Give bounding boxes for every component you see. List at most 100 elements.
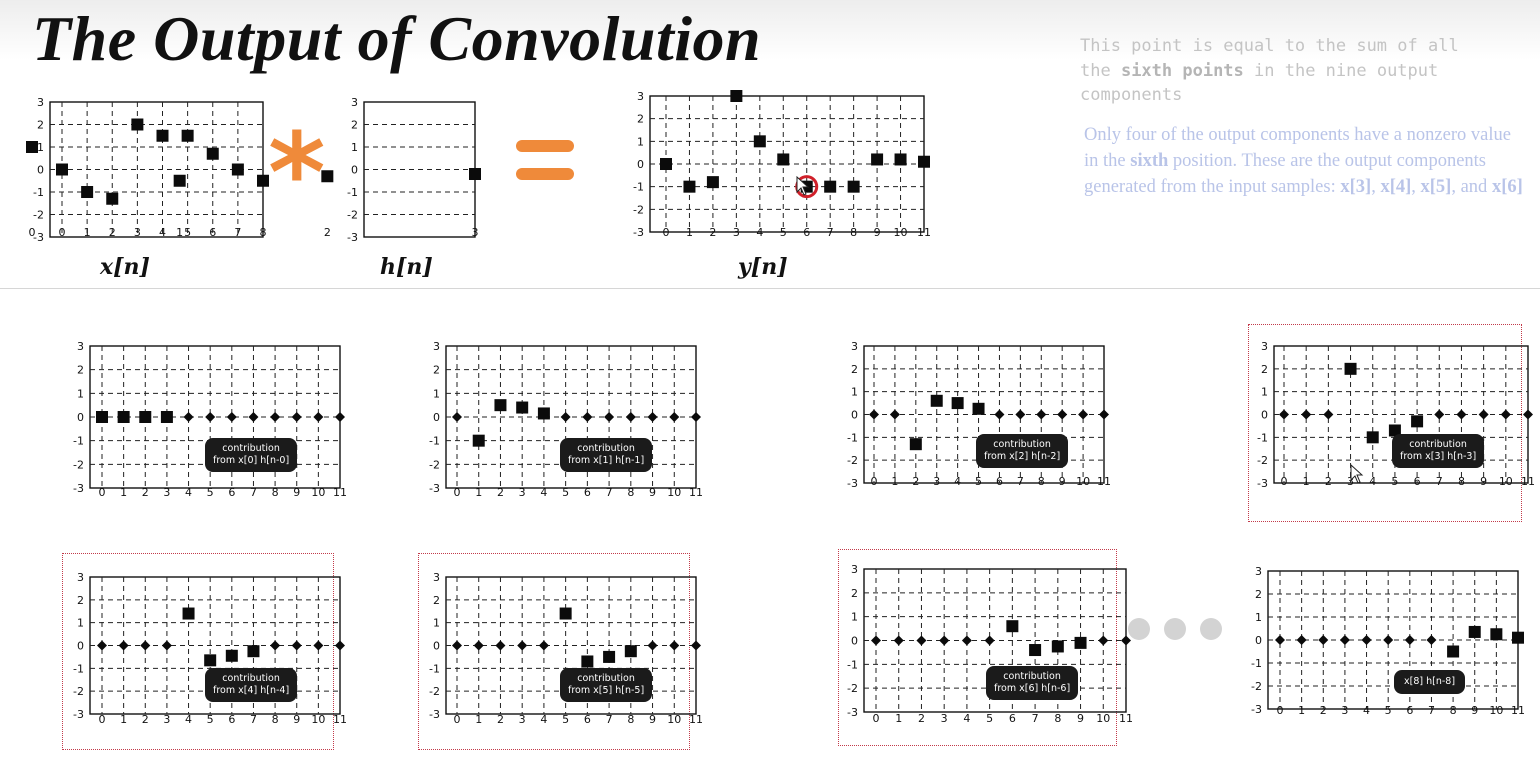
x-tick-label: 5 <box>207 713 214 726</box>
y-tick-label: -2 <box>847 682 858 695</box>
badge-x3: contribution from x[3] h[n-3] <box>1392 434 1485 468</box>
x-tick-label: 8 <box>1450 704 1457 717</box>
section-divider <box>0 288 1540 289</box>
data-point-zero <box>1318 635 1329 645</box>
plot-svg: 3 2 1 0 -1 -2 -3 0 1 2 3 4 5 6 7 8 <box>33 96 269 244</box>
y-tick-label: 0 <box>433 640 440 653</box>
y-tick-label: 0 <box>851 409 858 422</box>
y-tick-label: 3 <box>851 563 858 576</box>
x-tick-label: 0 <box>59 226 66 239</box>
x-tick-label: 10 <box>1096 712 1110 725</box>
x-tick-label: 5 <box>207 486 214 499</box>
x-tick-label: 0 <box>99 713 106 726</box>
x-tick-label: 7 <box>1032 712 1039 725</box>
x-tick-label: 7 <box>1428 704 1435 717</box>
x-tick-label: 2 <box>1320 704 1327 717</box>
x-tick-label: 10 <box>667 713 681 726</box>
y-tick-label: 3 <box>1255 565 1262 578</box>
x-tick-label: 1 <box>84 226 91 239</box>
data-point-zero <box>1301 409 1312 420</box>
data-point-zero <box>1323 409 1334 420</box>
equals-bar-bottom <box>516 168 574 180</box>
data-point <box>871 153 884 166</box>
data-point-zero <box>871 635 881 646</box>
y-tick-label: 2 <box>1255 588 1262 601</box>
y-tick-label: 2 <box>77 364 84 377</box>
data-point-zero <box>691 412 701 422</box>
y-tick-label: -3 <box>429 708 440 721</box>
x-tick-label: 10 <box>1076 475 1090 488</box>
y-tick-label: 0 <box>637 158 644 171</box>
y-tick-label: -2 <box>73 685 84 698</box>
x-tick-label: 8 <box>272 713 279 726</box>
x-tick-label: 6 <box>228 713 235 726</box>
x-tick-label: 10 <box>311 486 325 499</box>
x-tick-label: 10 <box>667 486 681 499</box>
x-tick-label: 11 <box>1097 475 1111 488</box>
x-tick-label: 8 <box>1054 712 1061 725</box>
y-tick-label: 2 <box>851 363 858 376</box>
x-tick-label: 3 <box>472 226 479 239</box>
data-point-zero <box>1121 635 1131 646</box>
x-tick-label: 9 <box>649 713 656 726</box>
x-tick-label: 0 <box>99 486 106 499</box>
y-tick-label: 2 <box>433 364 440 377</box>
data-point-zero <box>691 640 701 651</box>
data-point <box>581 655 594 668</box>
x-tick-label: 2 <box>709 226 716 239</box>
badge-x5: contribution from x[5] h[n-5] <box>560 668 653 702</box>
data-point-zero <box>669 412 680 422</box>
data-point-zero <box>1015 409 1026 420</box>
y-tick-label: 1 <box>77 617 84 630</box>
y-tick-label: 3 <box>1261 340 1268 353</box>
data-point <box>1388 424 1401 437</box>
data-point <box>683 180 696 193</box>
data-point-zero <box>226 412 237 422</box>
x-tick-label: 3 <box>1347 475 1354 488</box>
y-tick-label: -3 <box>847 706 858 719</box>
y-tick-label: 3 <box>637 90 644 103</box>
y-tick-label: 0 <box>1255 634 1262 647</box>
y-tick-label: -2 <box>73 458 84 471</box>
data-point-zero <box>1361 635 1372 645</box>
y-tick-label: 0 <box>37 164 44 177</box>
data-point <box>131 118 144 131</box>
data-point-zero <box>205 412 216 422</box>
y-tick-label: -1 <box>429 662 440 675</box>
data-point <box>824 180 837 193</box>
data-point <box>231 163 244 176</box>
y-tick-label: 1 <box>433 387 440 400</box>
y-tick-label: -1 <box>633 181 644 194</box>
x-tick-label: 11 <box>333 486 347 499</box>
data-point <box>106 192 119 205</box>
y-tick-label: -3 <box>1257 477 1268 490</box>
x-tick-label: 1 <box>891 475 898 488</box>
data-point-zero <box>1383 635 1394 645</box>
x-tick-label: 5 <box>1391 475 1398 488</box>
data-point-zero <box>1434 409 1445 420</box>
y-tick-label: 0 <box>1261 409 1268 422</box>
x-tick-label: 11 <box>917 226 931 239</box>
data-point <box>1074 636 1087 649</box>
data-point-zero <box>118 640 129 651</box>
data-point-zero <box>647 640 658 651</box>
y-tick-label: 3 <box>77 340 84 353</box>
x-tick-label: 10 <box>1489 704 1503 717</box>
x-tick-label: 7 <box>234 226 241 239</box>
x-tick-label: 4 <box>540 713 547 726</box>
badge-x4: contribution from x[4] h[n-4] <box>205 668 298 702</box>
data-point-zero <box>335 412 345 422</box>
x-tick-label: 3 <box>1341 704 1348 717</box>
caption-y: y[n] <box>738 254 788 280</box>
data-point-zero <box>869 409 879 420</box>
data-point-zero <box>452 412 462 422</box>
data-point-zero <box>961 635 972 646</box>
ellipsis-dot <box>1200 618 1222 640</box>
y-tick-label: 2 <box>1261 363 1268 376</box>
y-tick-label: 1 <box>351 141 358 154</box>
x-tick-label: 8 <box>1458 475 1465 488</box>
data-point <box>472 434 485 447</box>
